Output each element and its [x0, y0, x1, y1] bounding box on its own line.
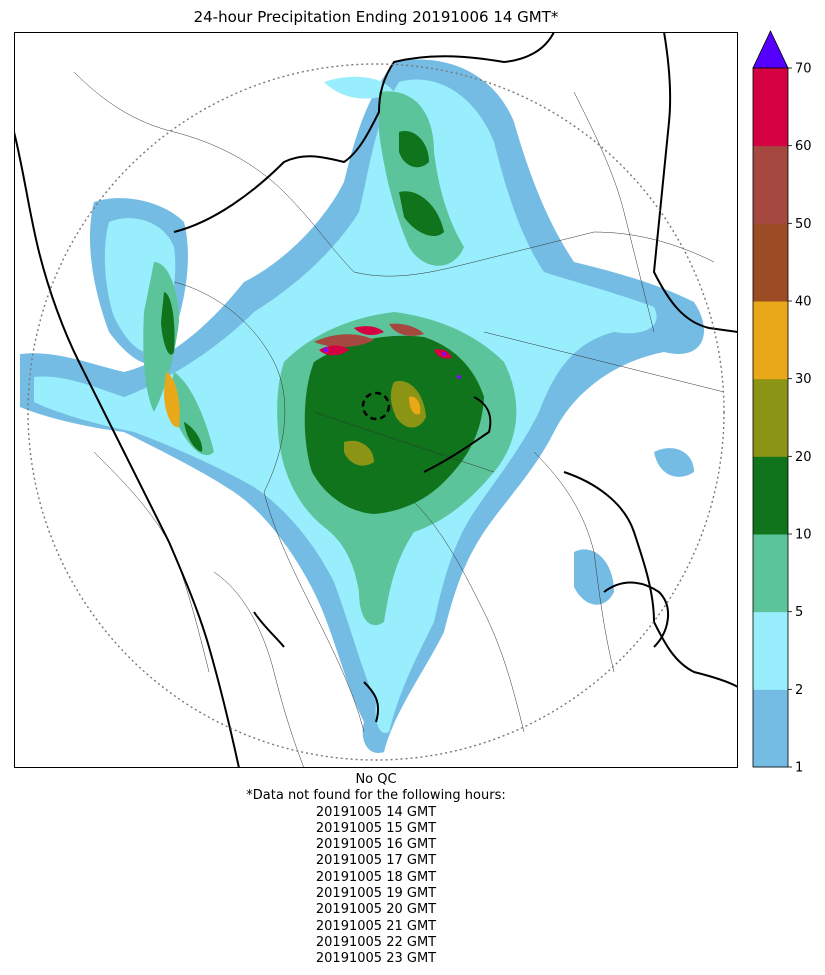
- qc-note: No QC: [355, 772, 397, 787]
- colorbar-tick-label: 1: [795, 761, 803, 774]
- missing-hour: 20191005 14 GMT: [315, 804, 437, 820]
- colorbar-bin: [753, 301, 788, 380]
- colorbar-tick-label: 70: [795, 62, 812, 77]
- precip-over-70: [323, 347, 461, 379]
- missing-hour: 20191005 23 GMT: [315, 951, 437, 967]
- missing-hour: 20191005 18 GMT: [315, 869, 437, 885]
- footnotes: No QC *Data not found for the following …: [14, 772, 738, 968]
- colorbar-tick-label: 10: [795, 528, 812, 543]
- precipitation-map: [14, 32, 738, 768]
- colorbar-tick-label: 2: [795, 683, 803, 698]
- colorbar-bin: [753, 534, 788, 613]
- colorbar-tick-label: 50: [795, 217, 812, 232]
- colorbar-tick-label: 20: [795, 450, 812, 465]
- colorbar-bin: [753, 145, 788, 224]
- colorbar-bin: [753, 223, 788, 302]
- missing-hour: 20191005 15 GMT: [315, 820, 437, 836]
- missing-hour: 20191005 19 GMT: [315, 886, 437, 902]
- colorbar-extend-triangle: [752, 30, 789, 69]
- colorbar: 1 2 5 10 20 30 40 50 60 70: [752, 30, 812, 774]
- precip-50-60: [314, 323, 424, 348]
- missing-hour: 20191005 21 GMT: [315, 918, 437, 934]
- colorbar-bin: [753, 378, 788, 457]
- colorbar-bin: [753, 689, 788, 768]
- precip-20-30: [344, 381, 426, 466]
- missing-hour: 20191005 22 GMT: [315, 934, 437, 950]
- state-boundaries: [14, 32, 738, 768]
- colorbar-tick-label: 40: [795, 295, 812, 310]
- missing-data-header: *Data not found for the following hours:: [246, 788, 506, 804]
- colorbar-tick-label: 60: [795, 139, 812, 154]
- colorbar-tick-label: 30: [795, 372, 812, 387]
- colorbar-tick-label: 5: [795, 605, 803, 620]
- colorbar-bin: [753, 456, 788, 535]
- precip-30-40: [164, 372, 421, 428]
- missing-hour: 20191005 16 GMT: [315, 837, 437, 853]
- colorbar-bin: [753, 68, 788, 147]
- missing-hour: 20191005 20 GMT: [315, 902, 437, 918]
- map-title: 24-hour Precipitation Ending 20191006 14…: [193, 8, 559, 26]
- colorbar-frame: [752, 67, 789, 768]
- radar-range-ring: [27, 63, 725, 761]
- radar-site-marker: [361, 391, 391, 421]
- precip-10-20: [161, 131, 484, 514]
- colorbar-bin: [753, 611, 788, 690]
- missing-hour: 20191005 17 GMT: [315, 853, 437, 869]
- map-frame: [14, 32, 738, 768]
